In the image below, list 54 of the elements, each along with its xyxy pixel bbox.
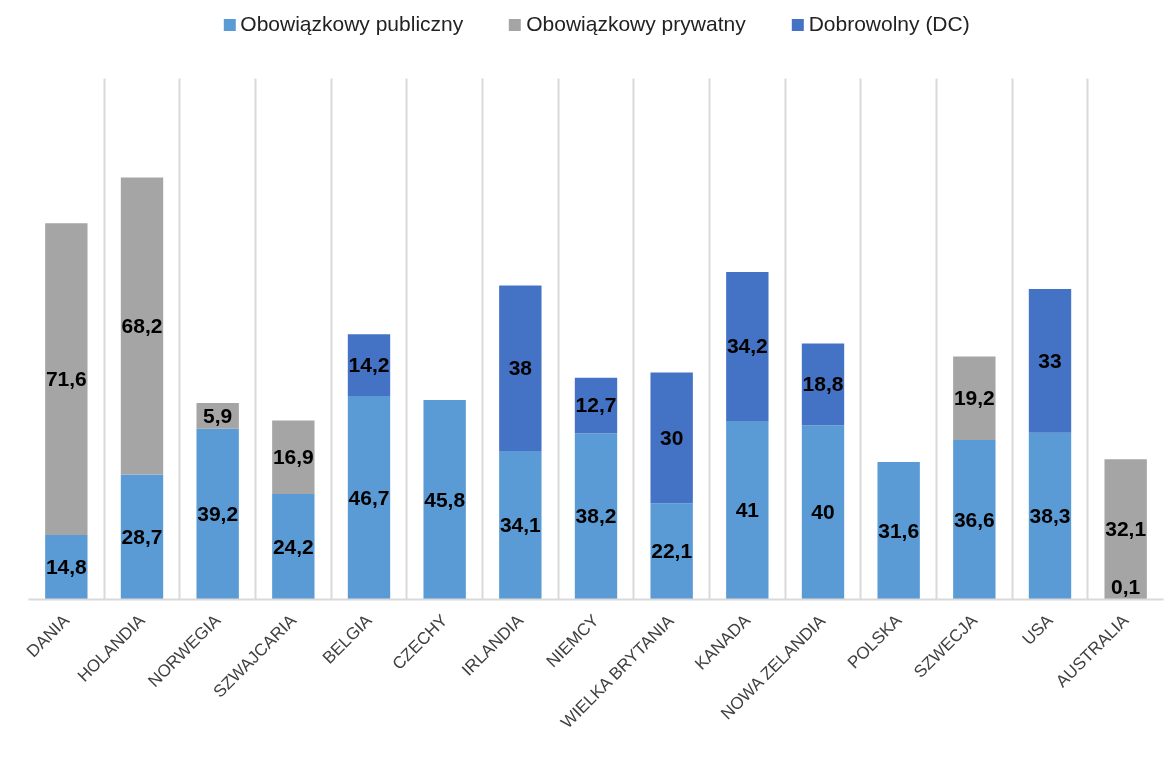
bar (499, 285, 542, 451)
data-label: 14,8 (45, 555, 88, 579)
bar (120, 474, 164, 600)
data-label: 45,8 (424, 487, 466, 511)
bar (650, 372, 693, 504)
bar (499, 450, 542, 600)
bar (877, 461, 920, 600)
data-label: 16,9 (272, 445, 314, 469)
bar (953, 440, 996, 600)
data-label: 5,9 (203, 403, 233, 427)
data-label: 31,6 (878, 518, 920, 542)
legend-label: Obowiązkowy publiczny (240, 12, 464, 36)
data-label: 39,2 (197, 502, 239, 526)
bar (272, 494, 315, 600)
legend-label: Dobrowolny (DC) (808, 12, 970, 36)
bar (726, 420, 769, 600)
data-label: 40 (811, 500, 835, 524)
bar (650, 503, 693, 600)
data-label: 38,2 (575, 504, 617, 528)
bar (196, 428, 239, 600)
data-label: 22,1 (651, 539, 693, 563)
bar (272, 420, 315, 495)
x-tick-label: USA (1018, 610, 1058, 649)
data-label: 34,2 (726, 334, 768, 358)
data-label: 19,2 (953, 386, 995, 410)
data-label: 24,2 (272, 534, 314, 558)
bar (120, 177, 164, 475)
data-label: 18,8 (802, 372, 844, 396)
data-label: 0,1 (1111, 575, 1141, 599)
bar (726, 272, 769, 421)
bar (574, 433, 618, 600)
data-label: 68,2 (121, 314, 163, 337)
data-label: 30 (659, 425, 684, 449)
bar (1028, 288, 1072, 433)
bar (1028, 432, 1072, 600)
data-label: 34,1 (499, 513, 542, 537)
legend-label: Obowiązkowy prywatny (526, 12, 746, 36)
data-label: 46,7 (348, 485, 390, 509)
bar (423, 400, 466, 600)
data-label: 14,2 (348, 353, 390, 377)
bar (347, 396, 391, 600)
bar (801, 425, 845, 600)
data-label: 12,7 (575, 393, 617, 417)
data-label: 71,6 (45, 367, 87, 391)
data-label: 32,1 (1105, 517, 1147, 541)
bar (1104, 459, 1147, 600)
bar (953, 356, 996, 441)
data-label: 38 (508, 356, 533, 380)
data-label: 33 (1038, 348, 1062, 372)
data-label: 41 (735, 498, 760, 522)
bar (45, 223, 88, 536)
data-label: 28,7 (121, 525, 163, 548)
data-label: 38,3 (1029, 504, 1071, 528)
data-label: 36,6 (953, 507, 995, 531)
